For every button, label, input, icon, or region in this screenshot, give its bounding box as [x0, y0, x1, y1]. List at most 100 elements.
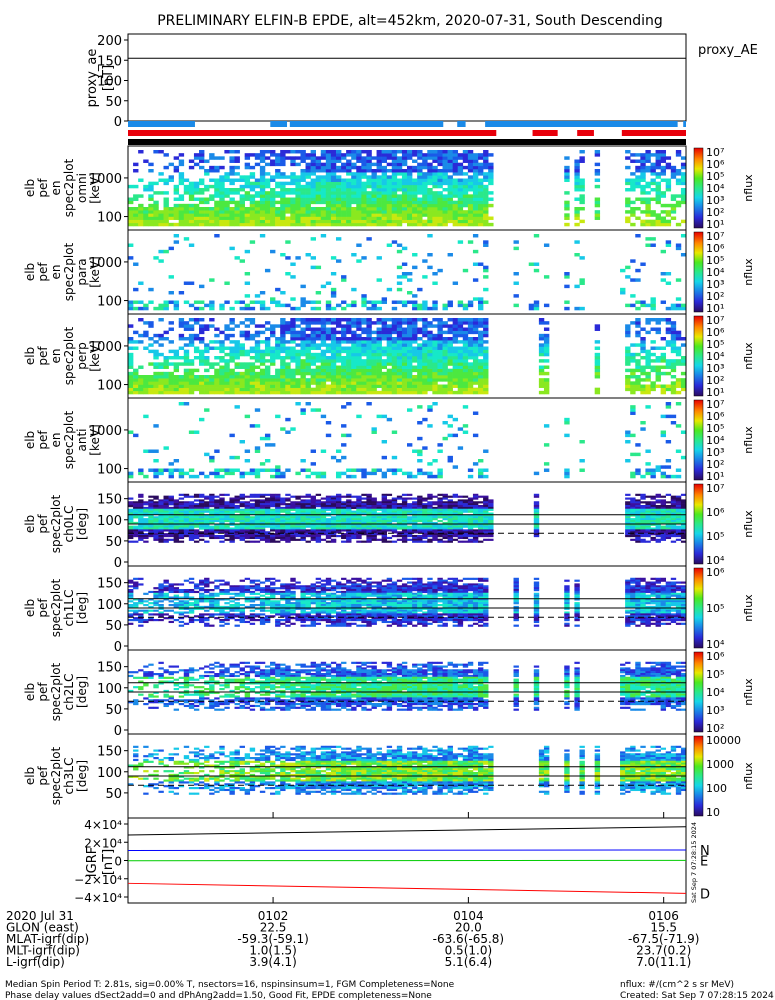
heatmap-cell — [158, 506, 164, 510]
heatmap-cell — [381, 474, 388, 479]
heatmap-cell — [366, 533, 372, 536]
heatmap-cell — [188, 184, 195, 189]
heatmap-cell — [325, 433, 332, 438]
heatmap-cell — [209, 387, 215, 392]
heatmap-cell — [376, 207, 382, 211]
heatmap-cell — [625, 165, 631, 170]
heatmap-cell — [579, 188, 585, 192]
heatmap-cell — [645, 184, 651, 189]
heatmap-cell — [183, 337, 190, 341]
heatmap-cell — [163, 540, 169, 543]
heatmap-cell — [391, 184, 398, 189]
heatmap-cell — [396, 538, 403, 541]
heatmap-cell — [407, 538, 413, 541]
heatmap-cell — [356, 184, 362, 189]
heatmap-cell — [356, 349, 362, 354]
heatmap-cell — [478, 300, 484, 304]
heatmap-cell — [188, 501, 195, 504]
heatmap-cell — [320, 521, 327, 525]
heatmap-cell — [335, 531, 342, 534]
heatmap-cell — [330, 540, 337, 543]
heatmap-cell — [594, 375, 601, 379]
ae-ytick-label: 0 — [114, 115, 122, 130]
heatmap-cell — [229, 501, 235, 504]
heatmap-cell — [356, 368, 362, 373]
heatmap-cell — [341, 534, 347, 538]
heatmap-cell — [665, 387, 672, 392]
heatmap-cell — [462, 424, 469, 428]
heatmap-cell — [452, 340, 459, 344]
heatmap-cell — [310, 538, 316, 541]
heatmap-cell — [361, 518, 367, 521]
heatmap-cell — [361, 349, 367, 354]
heatmap-cell — [214, 471, 220, 476]
heatmap-cell — [376, 352, 382, 357]
heatmap-cell — [407, 191, 413, 195]
heatmap-cell — [483, 207, 489, 211]
heatmap-cell — [427, 408, 433, 412]
heatmap-cell — [138, 519, 144, 523]
heatmap-cell — [417, 219, 423, 224]
heatmap-cell — [396, 349, 403, 354]
heatmap-cell — [335, 518, 342, 521]
heatmap-cell — [183, 390, 190, 395]
heatmap-cell — [437, 213, 443, 217]
heatmap-cell — [630, 303, 636, 308]
heatmap-cell — [675, 200, 682, 205]
heatmap-cell — [325, 156, 332, 160]
heatmap-cell — [295, 402, 301, 406]
ytick-label: 1000 — [89, 172, 122, 187]
heatmap-cell — [366, 150, 372, 154]
heatmap-cell — [188, 159, 195, 163]
heatmap-cell — [128, 213, 134, 217]
heatmap-cell — [442, 365, 448, 369]
heatmap-cell — [412, 203, 418, 208]
heatmap-cell — [209, 493, 215, 496]
heatmap-cell — [478, 390, 484, 395]
heatmap-cell — [361, 194, 367, 198]
heatmap-cell — [361, 493, 367, 496]
heatmap-cell — [574, 165, 580, 170]
heatmap-cell — [229, 318, 235, 322]
heatmap-cell — [543, 443, 550, 447]
heatmap-cell — [285, 222, 291, 227]
heatmap-cell — [655, 465, 661, 469]
heatmap-cell — [341, 433, 347, 438]
heatmap-cell — [305, 533, 311, 536]
heatmap-cell — [407, 362, 413, 366]
heatmap-cell — [356, 222, 362, 227]
heatmap-cell — [462, 200, 469, 205]
heatmap-cell — [437, 321, 443, 325]
heatmap-cell — [305, 352, 311, 357]
heatmap-cell — [386, 527, 393, 530]
heatmap-cell — [351, 175, 357, 179]
heatmap-cell — [478, 203, 484, 208]
heatmap-cell — [381, 414, 388, 419]
heatmap-cell — [163, 390, 169, 395]
heatmap-cell — [259, 538, 266, 541]
heatmap-cell — [244, 390, 251, 395]
heatmap-cell — [280, 531, 286, 534]
heatmap-cell — [478, 210, 484, 214]
heatmap-cell — [346, 191, 352, 195]
heatmap-cell — [670, 321, 677, 325]
heatmap-cell — [422, 390, 428, 395]
heatmap-cell — [193, 534, 200, 538]
heatmap-cell — [259, 203, 266, 208]
heatmap-cell — [335, 159, 342, 163]
heatmap-cell — [401, 219, 408, 224]
heatmap-cell — [239, 521, 245, 525]
heatmap-cell — [290, 512, 296, 515]
heatmap-cell — [640, 172, 646, 176]
heatmap-cell — [478, 188, 484, 192]
heatmap-cell — [579, 256, 585, 260]
heatmap-cell — [670, 324, 677, 328]
heatmap-cell — [310, 194, 316, 198]
heatmap-cell — [148, 518, 154, 521]
heatmap-cell — [427, 378, 433, 382]
heatmap-cell — [625, 178, 631, 182]
heatmap-cell — [270, 525, 276, 528]
heatmap-cell — [412, 150, 418, 154]
heatmap-cell — [178, 508, 185, 511]
heatmap-cell — [371, 222, 377, 227]
